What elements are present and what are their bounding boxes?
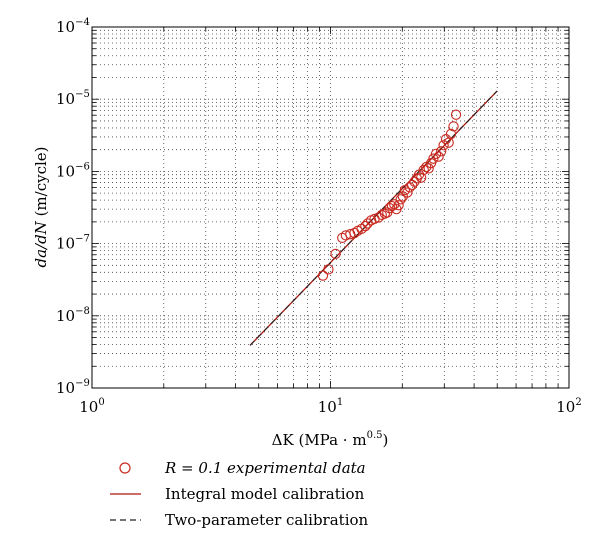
data-point [435, 146, 447, 157]
y-tick-label: 10−7 [56, 234, 90, 253]
data-point [407, 179, 418, 191]
y-tick-labels: 10−9 10−8 10−7 10−6 10−5 10−4 [56, 17, 90, 397]
series-layer [249, 90, 498, 346]
data-point [362, 218, 373, 229]
x-tick-label: 101 [318, 397, 343, 416]
data-point [438, 140, 449, 151]
y-tick-label: 10−8 [56, 306, 90, 325]
data-point [416, 172, 427, 183]
data-point [317, 270, 329, 281]
y-tick-label: 10−6 [56, 161, 90, 180]
data-point [428, 153, 439, 164]
legend-item-two-parameter: Two-parameter calibration [110, 511, 369, 529]
data-point [423, 163, 434, 174]
legend: R = 0.1 experimental data Integral model… [110, 459, 369, 529]
x-axis-label: ΔK (MPa · m0.5) [272, 430, 389, 449]
data-point [448, 121, 459, 132]
data-point [330, 248, 341, 260]
data-point [395, 194, 406, 205]
y-tick-label: 10−9 [56, 378, 90, 397]
data-point [430, 148, 442, 159]
data-point [360, 220, 371, 232]
data-point [418, 164, 429, 176]
x-tick-label: 102 [556, 397, 581, 416]
data-point [393, 200, 404, 211]
data-point [389, 199, 400, 210]
legend-item-integral: Integral model calibration [110, 485, 365, 503]
data-point [409, 176, 420, 187]
data-point [445, 128, 457, 140]
legend-item-experimental: R = 0.1 experimental data [119, 459, 366, 477]
data-point [356, 223, 367, 235]
legend-label-experimental: R = 0.1 experimental data [164, 459, 366, 477]
y-tick-label: 10−5 [56, 89, 90, 108]
x-tick-label: 100 [79, 397, 104, 416]
y-axis-label: da/dN (m/cycle) [32, 146, 50, 267]
legend-label-two-parameter: Two-parameter calibration [165, 511, 369, 529]
y-tick-label: 10−4 [56, 17, 90, 36]
data-point [402, 187, 413, 198]
legend-marker-circle [119, 462, 131, 474]
data-point [450, 109, 462, 120]
legend-label-integral: Integral model calibration [165, 485, 365, 503]
data-point [399, 184, 410, 196]
data-point [323, 264, 334, 275]
grid-layer [92, 27, 569, 388]
tick-marks [91, 26, 570, 389]
data-point [433, 151, 444, 162]
x-tick-labels: 100 101 102 [79, 397, 581, 416]
